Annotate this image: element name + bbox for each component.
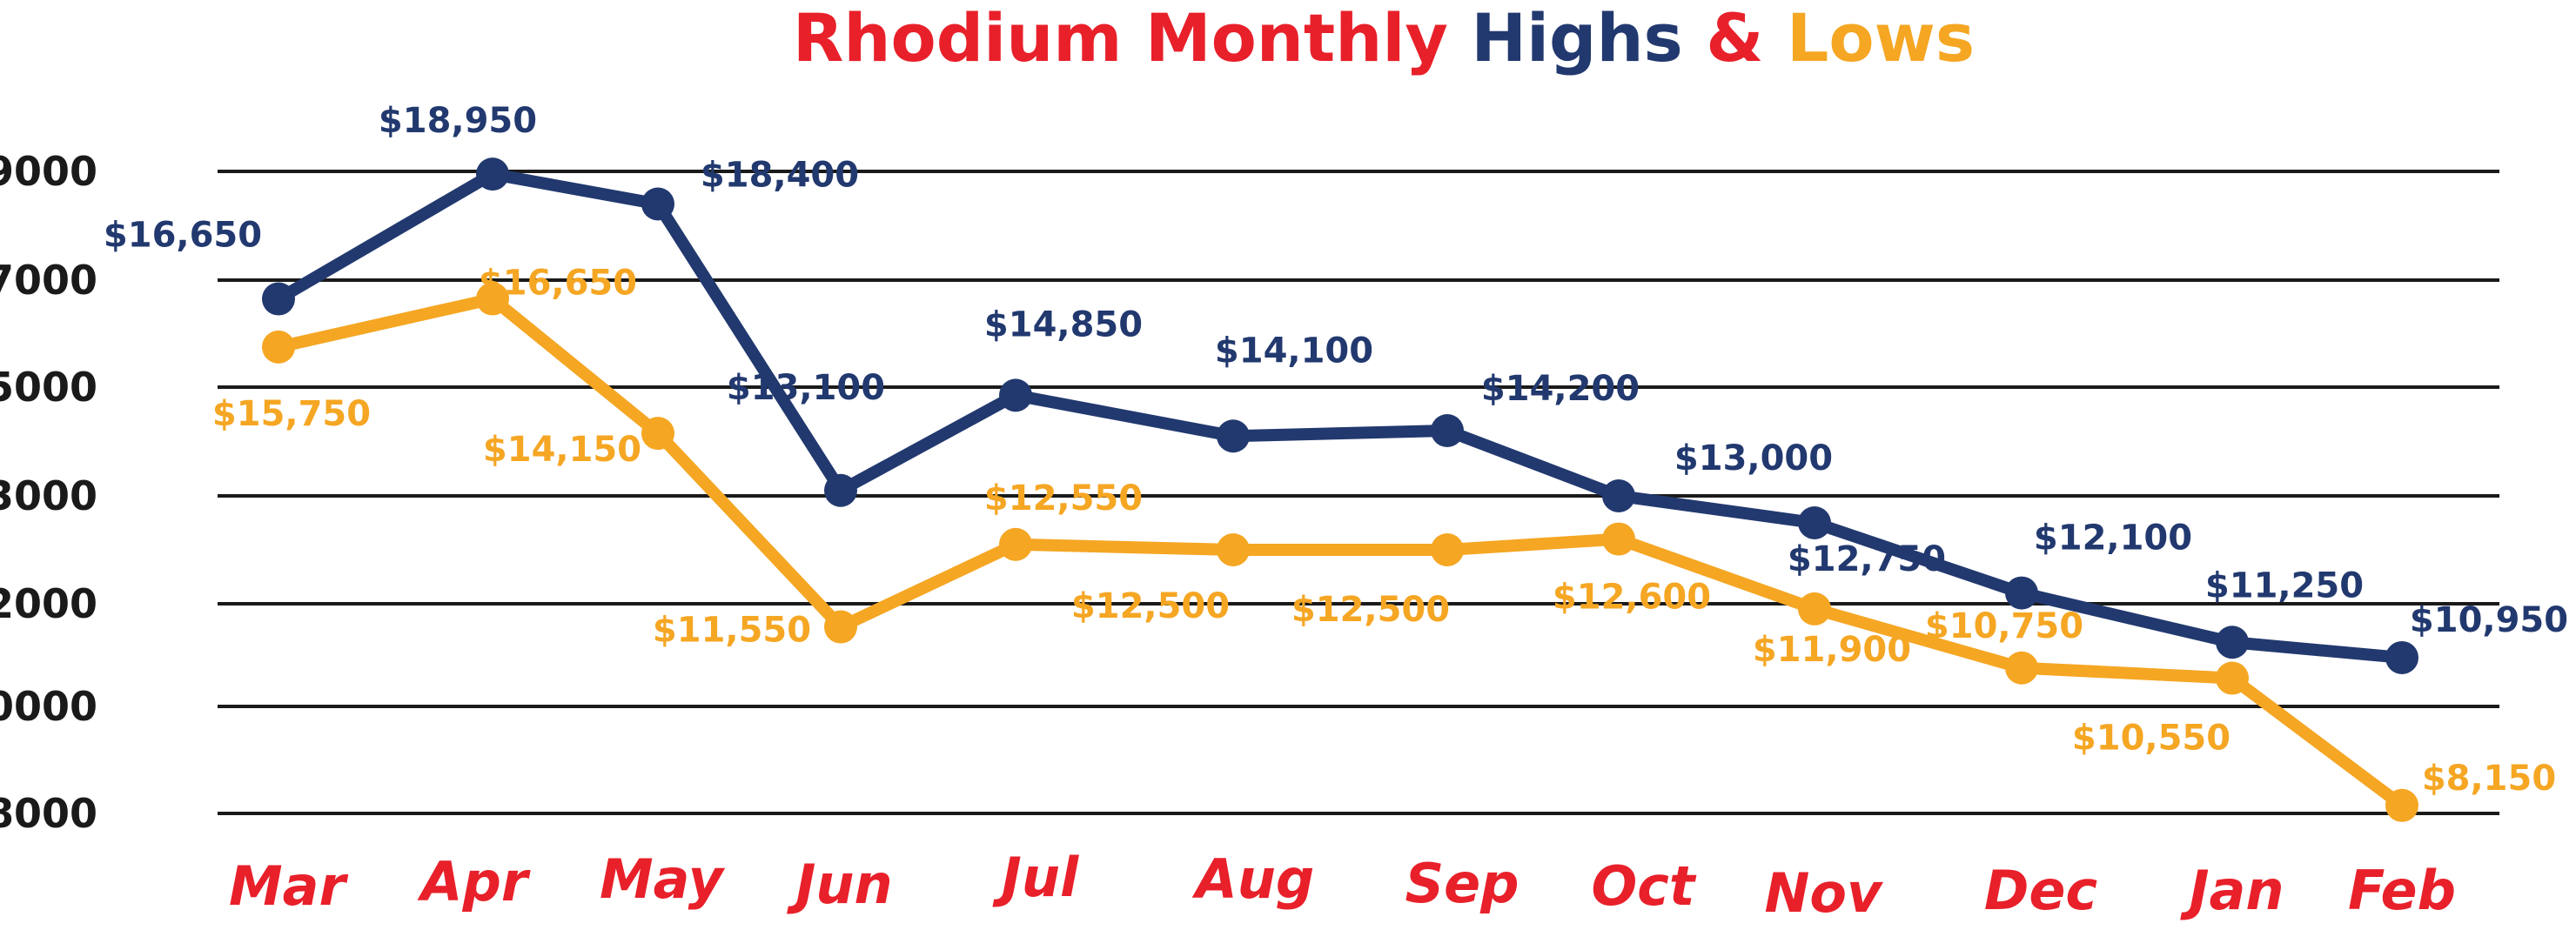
data-label-lows: $11,550 [653, 611, 811, 651]
data-point-lows [2005, 651, 2038, 685]
data-label-lows: $14,150 [483, 430, 641, 470]
data-label-highs: $14,850 [984, 304, 1143, 345]
data-label-lows: $11,900 [1753, 630, 1911, 670]
x-tick-label: Jun [786, 853, 892, 916]
data-label-lows: $8,150 [2422, 759, 2556, 799]
data-label-highs: $13,000 [1674, 438, 1833, 478]
chart-title-part: Highs [1471, 0, 1682, 77]
x-tick-label: Jul [992, 846, 1079, 909]
y-tick-label: 19000 [0, 148, 97, 195]
data-point-highs [1798, 506, 1831, 539]
y-tick-label: 10000 [0, 683, 97, 730]
data-label-lows: $12,500 [1291, 590, 1450, 630]
data-point-highs [1217, 419, 1250, 453]
x-tick-label: Feb [2348, 859, 2456, 922]
data-point-lows [2216, 661, 2249, 695]
data-label-lows: $16,650 [479, 264, 637, 304]
data-point-lows [2385, 788, 2418, 822]
data-point-highs [824, 473, 857, 507]
data-label-highs: $13,100 [727, 368, 885, 408]
series-line-highs [272, 168, 2408, 664]
y-tick-label: 17000 [0, 257, 97, 304]
x-tick-label: Sep [1405, 852, 1519, 915]
data-label-lows: $10,750 [1925, 606, 2083, 646]
data-point-lows [1431, 533, 1464, 566]
data-label-highs: $18,950 [379, 101, 537, 141]
data-point-lows [476, 282, 509, 316]
data-point-highs [1431, 414, 1464, 447]
data-label-highs: $14,100 [1215, 331, 1373, 371]
data-label-highs: $18,400 [701, 156, 859, 196]
data-point-highs [2216, 626, 2249, 659]
data-point-highs [2385, 640, 2418, 674]
data-label-highs: $12,750 [1788, 539, 1946, 579]
data-point-lows [1217, 533, 1250, 566]
data-label-lows: $12,500 [1071, 586, 1230, 626]
data-point-highs [999, 378, 1032, 412]
data-point-highs [262, 282, 295, 316]
x-tick-label: Jan [2179, 859, 2284, 922]
data-label-highs: $12,100 [2034, 519, 2192, 559]
data-label-lows: $12,600 [1553, 578, 1711, 618]
data-point-lows [1602, 522, 1635, 556]
x-tick-label: Aug [1191, 847, 1315, 911]
data-label-highs: $14,200 [1481, 369, 1640, 409]
data-label-lows: $15,750 [212, 394, 371, 434]
y-tick-label: 13000 [0, 472, 97, 519]
y-tick-label: 8000 [0, 790, 97, 837]
data-point-highs [641, 187, 674, 221]
chart-title: Rhodium Monthly Highs & Lows [793, 0, 1975, 77]
data-label-highs: $16,650 [104, 216, 262, 256]
chart-title-part: Rhodium Monthly [793, 0, 1471, 77]
x-tick-label: Dec [1984, 859, 2098, 922]
y-tick-label: 15000 [0, 364, 97, 411]
data-label-lows: $12,550 [984, 478, 1143, 519]
data-point-highs [1602, 479, 1635, 512]
x-tick-label: Oct [1591, 854, 1696, 918]
y-tick-label: 12000 [0, 580, 97, 627]
chart-title-part: Lows [1787, 0, 1975, 77]
series-line-lows [272, 292, 2408, 812]
data-label-highs: $11,250 [2205, 565, 2364, 606]
data-label-lows: $10,550 [2072, 719, 2231, 759]
x-tick-label: Nov [1765, 861, 1884, 925]
chart-title-part: & [1683, 0, 1787, 77]
x-tick-label: May [600, 847, 726, 911]
data-point-lows [641, 417, 674, 451]
data-point-lows [999, 527, 1032, 561]
x-tick-label: Apr [417, 850, 531, 913]
x-tick-label: Mar [229, 854, 349, 918]
data-label-highs: $10,950 [2410, 600, 2568, 640]
data-point-highs [2005, 576, 2038, 610]
data-point-lows [262, 330, 295, 364]
data-point-highs [476, 157, 509, 191]
data-point-lows [824, 610, 857, 644]
data-point-lows [1798, 592, 1831, 626]
